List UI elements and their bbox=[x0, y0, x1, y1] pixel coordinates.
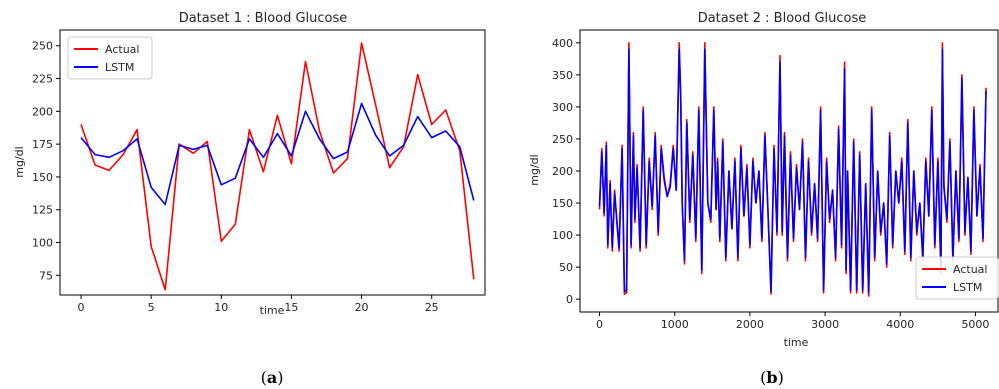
chart-b-x-tick-label: 5000 bbox=[961, 318, 989, 331]
chart-a: Dataset 1 : Blood Glucose 0 5 10 15 20 25 75 1… bbox=[13, 11, 486, 387]
chart-b-x-tick-label: 1000 bbox=[661, 318, 689, 331]
chart-b-x-tick-label: 4000 bbox=[886, 318, 914, 331]
chart-b-y-label: mg/dl bbox=[528, 154, 541, 185]
chart-a-y-tick-label: 100 bbox=[32, 237, 53, 250]
chart-a-x-tick-label: 25 bbox=[425, 301, 439, 314]
chart-b-legend-box bbox=[915, 256, 999, 300]
chart-a-x-tick-label: 20 bbox=[355, 301, 369, 314]
chart-b-x-tick-label: 3000 bbox=[811, 318, 839, 331]
chart-a-y-tick-label: 200 bbox=[32, 105, 53, 118]
chart-a-x-label: time bbox=[260, 304, 285, 317]
chart-b-y-ticks: 0 50 100 150 200 250 300 350 400 bbox=[552, 37, 580, 306]
chart-a-series-lstm-line bbox=[80, 102, 475, 206]
chart-a-y-ticks: 75 100 125 150 175 200 225 250 bbox=[32, 40, 60, 282]
chart-b-legend-label-lstm: LSTM bbox=[953, 281, 982, 294]
chart-b-y-tick-label: 200 bbox=[552, 165, 573, 178]
chart-b-lines bbox=[598, 41, 987, 297]
chart-a-legend-label-lstm: LSTM bbox=[105, 61, 134, 74]
chart-b-y-tick-label: 350 bbox=[552, 69, 573, 82]
chart-a-legend-label-actual: Actual bbox=[105, 43, 139, 56]
chart-b-legend: Actual LSTM bbox=[915, 256, 999, 300]
chart-b-panel-label: (b) bbox=[760, 368, 784, 387]
chart-a-series-actual-line bbox=[80, 42, 475, 291]
chart-a-y-tick-label: 150 bbox=[32, 171, 53, 184]
chart-a-y-tick-label: 175 bbox=[32, 138, 53, 151]
chart-b-y-tick-label: 100 bbox=[552, 229, 573, 242]
chart-a-y-tick-label: 125 bbox=[32, 204, 53, 217]
chart-a-y-label: mg/dl bbox=[13, 146, 26, 177]
chart-a-y-tick-label: 250 bbox=[32, 40, 53, 53]
chart-a-y-tick-label: 75 bbox=[39, 269, 53, 282]
chart-a-plot-frame bbox=[59, 29, 486, 296]
chart-b-y-tick-label: 50 bbox=[559, 261, 573, 274]
chart-a-title: Dataset 1 : Blood Glucose bbox=[179, 11, 348, 26]
chart-a-legend: Actual LSTM bbox=[67, 36, 153, 80]
chart-b-y-tick-label: 150 bbox=[552, 197, 573, 210]
chart-b-y-tick-label: 0 bbox=[566, 293, 573, 306]
chart-b-x-ticks: 0 1000 2000 3000 4000 5000 bbox=[596, 312, 989, 331]
chart-b: Dataset 2 : Blood Glucose 0 1000 2000 3000 4… bbox=[528, 11, 999, 387]
chart-b-x-label: time bbox=[784, 336, 809, 349]
chart-b-y-tick-label: 400 bbox=[552, 37, 573, 50]
chart-b-legend-label-actual: Actual bbox=[953, 263, 987, 276]
chart-a-panel-label: (a) bbox=[261, 368, 284, 387]
chart-a-lines bbox=[80, 42, 475, 291]
chart-b-x-tick-label: 0 bbox=[596, 318, 603, 331]
chart-b-title: Dataset 2 : Blood Glucose bbox=[698, 11, 867, 26]
chart-a-x-tick-label: 15 bbox=[284, 301, 298, 314]
chart-a-x-tick-label: 5 bbox=[148, 301, 155, 314]
chart-a-y-tick-label: 225 bbox=[32, 73, 53, 86]
chart-b-series-lstm-line bbox=[598, 48, 987, 294]
chart-b-x-tick-label: 2000 bbox=[736, 318, 764, 331]
chart-b-y-tick-label: 300 bbox=[552, 101, 573, 114]
chart-a-x-ticks: 0 5 10 15 20 25 bbox=[78, 295, 439, 314]
chart-a-legend-box bbox=[67, 36, 153, 80]
chart-a-x-tick-label: 0 bbox=[78, 301, 85, 314]
chart-a-x-tick-label: 10 bbox=[214, 301, 228, 314]
chart-b-y-tick-label: 250 bbox=[552, 133, 573, 146]
